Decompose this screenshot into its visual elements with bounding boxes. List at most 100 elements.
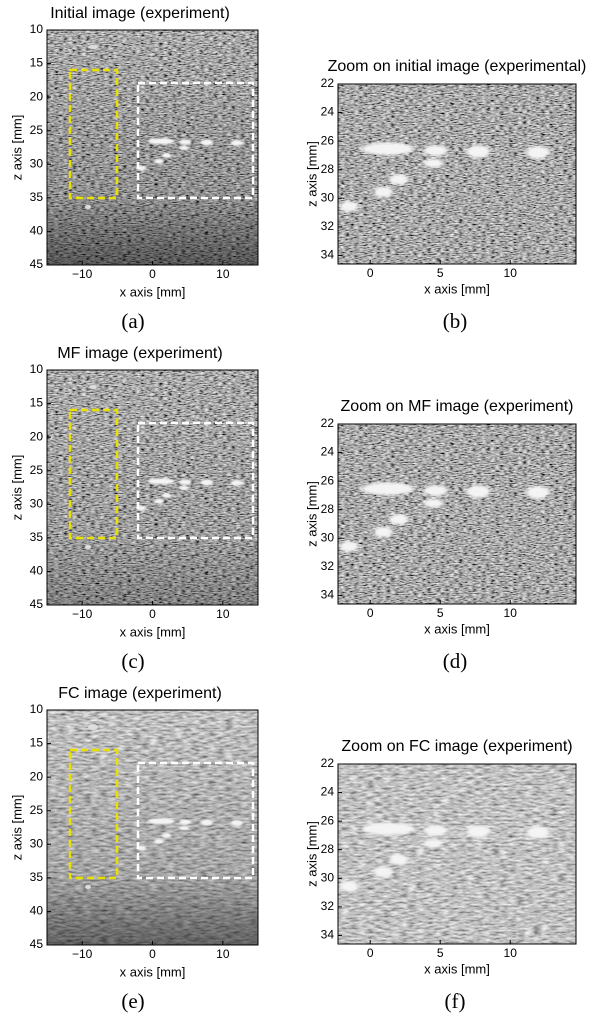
y-tick-label: 30 bbox=[30, 836, 44, 850]
x-tick-label: 0 bbox=[149, 947, 156, 961]
reflector bbox=[85, 545, 91, 549]
x-tick-label: 5 bbox=[437, 266, 444, 280]
reflector bbox=[85, 205, 91, 209]
caption: (e) bbox=[121, 989, 144, 1013]
y-tick-label: 10 bbox=[30, 22, 44, 36]
x-tick-label: 10 bbox=[216, 607, 230, 621]
y-tick-label: 35 bbox=[30, 530, 44, 544]
x-tick-label: −10 bbox=[72, 267, 93, 281]
plot-frame bbox=[337, 423, 577, 605]
y-tick-label: 26 bbox=[321, 133, 335, 147]
y-tick-label: 15 bbox=[30, 396, 44, 410]
y-tick-label: 25 bbox=[30, 123, 44, 137]
image bbox=[338, 84, 576, 264]
caption: (d) bbox=[443, 649, 468, 673]
x-tick-label: −10 bbox=[72, 607, 93, 621]
zoom-box bbox=[136, 81, 255, 200]
y-tick-label: 35 bbox=[30, 870, 44, 884]
y-tick-label: 15 bbox=[30, 56, 44, 70]
x-tick-label: 10 bbox=[504, 606, 518, 620]
x-axis-label: x axis [mm] bbox=[120, 964, 186, 979]
y-tick-label: 26 bbox=[321, 473, 335, 487]
x-tick-label: 10 bbox=[504, 266, 518, 280]
y-tick-label: 32 bbox=[321, 899, 335, 913]
reflector bbox=[88, 724, 98, 730]
y-tick-label: 15 bbox=[30, 736, 44, 750]
panel-title: Initial image (experiment) bbox=[50, 5, 230, 22]
image bbox=[338, 424, 576, 604]
zoom-box bbox=[136, 761, 255, 880]
x-tick-label: 5 bbox=[437, 606, 444, 620]
y-tick-label: 45 bbox=[30, 257, 44, 271]
y-tick-label: 20 bbox=[30, 429, 44, 443]
x-axis-label: x axis [mm] bbox=[120, 624, 186, 639]
y-tick-label: 26 bbox=[321, 813, 335, 827]
y-tick-label: 28 bbox=[321, 842, 335, 856]
panel-title: MF image (experiment) bbox=[57, 345, 222, 362]
plot-frame bbox=[337, 763, 577, 945]
y-tick-label: 24 bbox=[321, 445, 335, 459]
y-tick-label: 45 bbox=[30, 937, 44, 951]
x-axis-label: x axis [mm] bbox=[120, 284, 186, 299]
x-axis-label: x axis [mm] bbox=[424, 961, 490, 976]
caption: (f) bbox=[445, 989, 466, 1013]
row bbox=[47, 710, 576, 945]
row bbox=[47, 370, 576, 605]
y-tick-label: 20 bbox=[30, 89, 44, 103]
y-tick-label: 10 bbox=[30, 362, 44, 376]
image bbox=[338, 764, 576, 944]
y-axis-label: z axis [mm] bbox=[9, 115, 24, 181]
y-tick-label: 28 bbox=[321, 162, 335, 176]
roi-box bbox=[68, 748, 119, 880]
x-axis-label: x axis [mm] bbox=[424, 621, 490, 636]
y-tick-label: 34 bbox=[321, 928, 335, 942]
y-tick-label: 22 bbox=[321, 416, 335, 430]
x-tick-label: 0 bbox=[149, 267, 156, 281]
x-tick-label: −10 bbox=[72, 947, 93, 961]
reflector bbox=[88, 45, 98, 49]
y-axis-label: z axis [mm] bbox=[304, 141, 319, 207]
x-tick-label: 0 bbox=[367, 946, 374, 960]
y-tick-label: 35 bbox=[30, 190, 44, 204]
plot-frame bbox=[337, 83, 577, 265]
y-tick-label: 22 bbox=[321, 76, 335, 90]
y-tick-label: 30 bbox=[321, 870, 335, 884]
y-tick-label: 34 bbox=[321, 588, 335, 602]
y-tick-label: 24 bbox=[321, 785, 335, 799]
y-tick-label: 34 bbox=[321, 248, 335, 262]
y-tick-label: 28 bbox=[321, 502, 335, 516]
roi-box bbox=[68, 408, 119, 540]
y-tick-label: 24 bbox=[321, 105, 335, 119]
caption: (a) bbox=[121, 309, 144, 333]
y-tick-label: 10 bbox=[30, 702, 44, 716]
panel-title: Zoom on initial image (experimental) bbox=[328, 58, 587, 75]
x-tick-label: 0 bbox=[367, 606, 374, 620]
y-axis-label: z axis [mm] bbox=[304, 821, 319, 887]
y-tick-label: 30 bbox=[321, 530, 335, 544]
image-shade bbox=[47, 710, 258, 945]
y-tick-label: 30 bbox=[321, 190, 335, 204]
panel-title: FC image (experiment) bbox=[58, 685, 222, 702]
y-tick-label: 32 bbox=[321, 219, 335, 233]
y-tick-label: 40 bbox=[30, 904, 44, 918]
reflector bbox=[85, 885, 91, 889]
panel-images bbox=[47, 30, 576, 945]
row bbox=[47, 30, 576, 265]
zoom-box bbox=[136, 421, 255, 540]
image-shade bbox=[47, 370, 258, 605]
x-tick-label: 10 bbox=[504, 946, 518, 960]
x-tick-label: 5 bbox=[437, 946, 444, 960]
caption: (b) bbox=[443, 309, 468, 333]
y-tick-label: 22 bbox=[321, 756, 335, 770]
x-tick-label: 0 bbox=[149, 607, 156, 621]
reflector bbox=[89, 385, 97, 389]
y-tick-label: 32 bbox=[321, 559, 335, 573]
roi-box bbox=[68, 68, 119, 200]
y-tick-label: 40 bbox=[30, 564, 44, 578]
x-tick-label: 10 bbox=[216, 947, 230, 961]
y-tick-label: 20 bbox=[30, 769, 44, 783]
y-tick-label: 25 bbox=[30, 803, 44, 817]
caption: (c) bbox=[121, 649, 144, 673]
panel-title: Zoom on FC image (experiment) bbox=[341, 738, 572, 755]
